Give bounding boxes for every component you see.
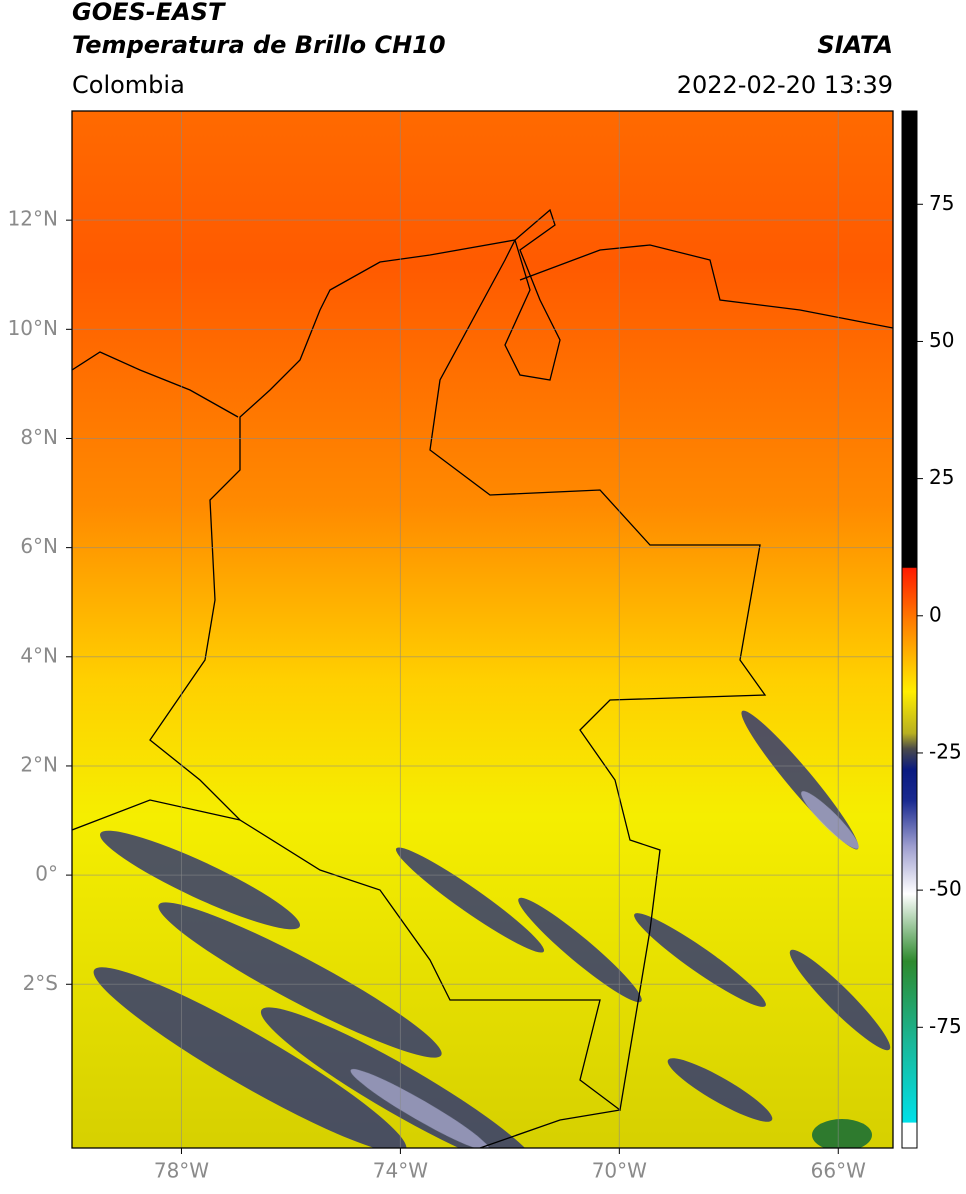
colorbar-tick-label: 0: [929, 602, 942, 626]
colorbar-tick-label: -50: [929, 877, 962, 901]
y-tick-label: 2°N: [20, 752, 58, 776]
y-tick-label: 4°N: [20, 643, 58, 667]
subtitle: Temperatura de Brillo CH10: [72, 31, 446, 59]
x-tick-label: 66°W: [811, 1159, 866, 1183]
colorbar: [901, 110, 918, 1149]
x-tick-label: 78°W: [154, 1159, 209, 1183]
y-tick-label: 0°: [35, 862, 58, 886]
colorbar-tick-label: 25: [929, 465, 954, 489]
colorbar-tick-label: 50: [929, 328, 954, 352]
y-tick-label: 8°N: [20, 425, 58, 449]
grid: [72, 111, 893, 1148]
colorbar-tick-label: 75: [929, 191, 954, 215]
colorbar-tick-label: -75: [929, 1014, 962, 1038]
y-tick-label: 10°N: [8, 316, 58, 340]
y-tick-label: 6°N: [20, 534, 58, 558]
colorbar-tick-label: -25: [929, 739, 962, 763]
region: Colombia: [72, 71, 185, 99]
map-frame: [71, 110, 894, 1149]
x-tick-label: 74°W: [373, 1159, 428, 1183]
y-tick-label: 12°N: [8, 207, 58, 231]
map-image: [72, 111, 893, 1148]
x-tick-label: 70°W: [592, 1159, 647, 1183]
title: GOES-EAST: [72, 0, 226, 26]
source: SIATA: [817, 31, 893, 59]
y-tick-label: 2°S: [23, 971, 58, 995]
datetime: 2022-02-20 13:39: [677, 71, 893, 99]
